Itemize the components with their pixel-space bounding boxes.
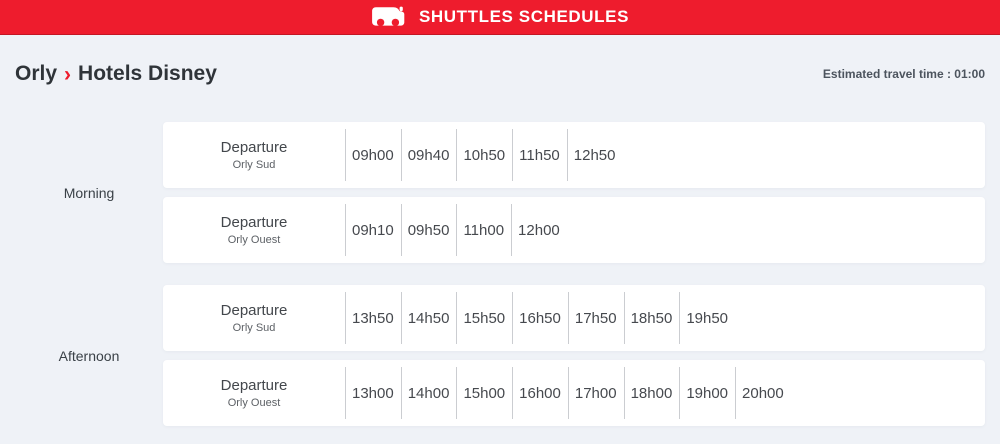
schedule-sections: Morning Departure Orly Sud 09h00 09h40 10h…	[15, 122, 985, 426]
departure-cell: Departure Orly Sud	[163, 122, 345, 188]
departure-title: Departure	[220, 377, 288, 394]
time-cell: 19h00	[679, 360, 735, 426]
schedule-section: Afternoon Departure Orly Sud 13h50 14h50 1…	[15, 285, 985, 426]
departure-subtitle: Orly Ouest	[227, 234, 281, 246]
time-cell: 10h50	[456, 122, 512, 188]
times-list: 13h00 14h00 15h00 16h00 17h00 18h00 19h00 20h00	[345, 360, 791, 426]
departure-cell: Departure Orly Ouest	[163, 197, 345, 263]
route-chevron-icon: ›	[64, 62, 72, 86]
time-cell: 11h50	[512, 122, 567, 188]
app-header: SHUTTLES SCHEDULES	[0, 0, 1000, 35]
bus-icon	[371, 6, 405, 28]
section-cards: Departure Orly Sud 09h00 09h40 10h50 11h50 1…	[163, 122, 985, 263]
departure-subtitle: Orly Sud	[232, 322, 276, 334]
departure-subtitle: Orly Ouest	[227, 397, 281, 409]
time-cell: 12h00	[511, 197, 567, 263]
departure-title: Departure	[220, 302, 288, 319]
time-cell: 14h50	[400, 285, 457, 351]
departure-title: Departure	[220, 139, 288, 156]
route-title: Orly › Hotels Disney	[15, 62, 217, 86]
time-cell: 17h50	[567, 285, 624, 351]
schedule-card: Departure Orly Sud 09h00 09h40 10h50 11h50 1…	[163, 122, 985, 188]
time-cell: 13h00	[345, 360, 401, 426]
shuttles-schedules-page: SHUTTLES SCHEDULES Orly › Hotels Disney …	[0, 0, 1000, 426]
time-cell: 11h00	[456, 197, 511, 263]
times-list: 13h50 14h50 15h50 16h50 17h50 18h50 19h50	[345, 285, 735, 351]
time-cell: 18h50	[623, 285, 680, 351]
departure-cell: Departure Orly Sud	[163, 285, 345, 351]
schedule-card: Departure Orly Ouest 13h00 14h00 15h00 16h0…	[163, 360, 985, 426]
time-cell: 15h50	[456, 285, 512, 351]
route-header: Orly › Hotels Disney Estimated travel ti…	[15, 62, 985, 86]
schedule-card: Departure Orly Sud 13h50 14h50 15h50 16h50 1…	[163, 285, 985, 351]
section-label: Afternoon	[58, 347, 120, 364]
time-cell: 09h00	[345, 122, 401, 188]
time-cell: 16h00	[512, 360, 568, 426]
time-cell: 13h50	[345, 285, 401, 351]
route-to: Hotels Disney	[78, 62, 217, 85]
time-cell: 09h50	[400, 197, 457, 263]
time-cell: 14h00	[400, 360, 457, 426]
route-from: Orly	[15, 62, 58, 85]
schedule-card: Departure Orly Ouest 09h10 09h50 11h00 12h0…	[163, 197, 985, 263]
departure-cell: Departure Orly Ouest	[163, 360, 345, 426]
time-cell: 09h40	[400, 122, 457, 188]
time-cell: 20h00	[735, 360, 791, 426]
time-cell: 15h00	[456, 360, 512, 426]
schedule-section: Morning Departure Orly Sud 09h00 09h40 10h…	[15, 122, 985, 263]
time-cell: 17h00	[567, 360, 624, 426]
section-label: Morning	[63, 184, 115, 201]
departure-title: Departure	[220, 214, 288, 231]
section-cards: Departure Orly Sud 13h50 14h50 15h50 16h50 1…	[163, 285, 985, 426]
departure-subtitle: Orly Sud	[232, 159, 276, 171]
app-title: SHUTTLES SCHEDULES	[418, 7, 630, 26]
estimated-travel-time: Estimated travel time : 01:00	[822, 67, 985, 81]
time-cell: 16h50	[512, 285, 568, 351]
times-list: 09h00 09h40 10h50 11h50 12h50	[345, 122, 622, 188]
times-list: 09h10 09h50 11h00 12h00	[345, 197, 567, 263]
time-cell: 19h50	[679, 285, 735, 351]
time-cell: 12h50	[566, 122, 623, 188]
time-cell: 18h00	[623, 360, 680, 426]
time-cell: 09h10	[345, 197, 401, 263]
main-content: Orly › Hotels Disney Estimated travel ti…	[0, 62, 1000, 426]
